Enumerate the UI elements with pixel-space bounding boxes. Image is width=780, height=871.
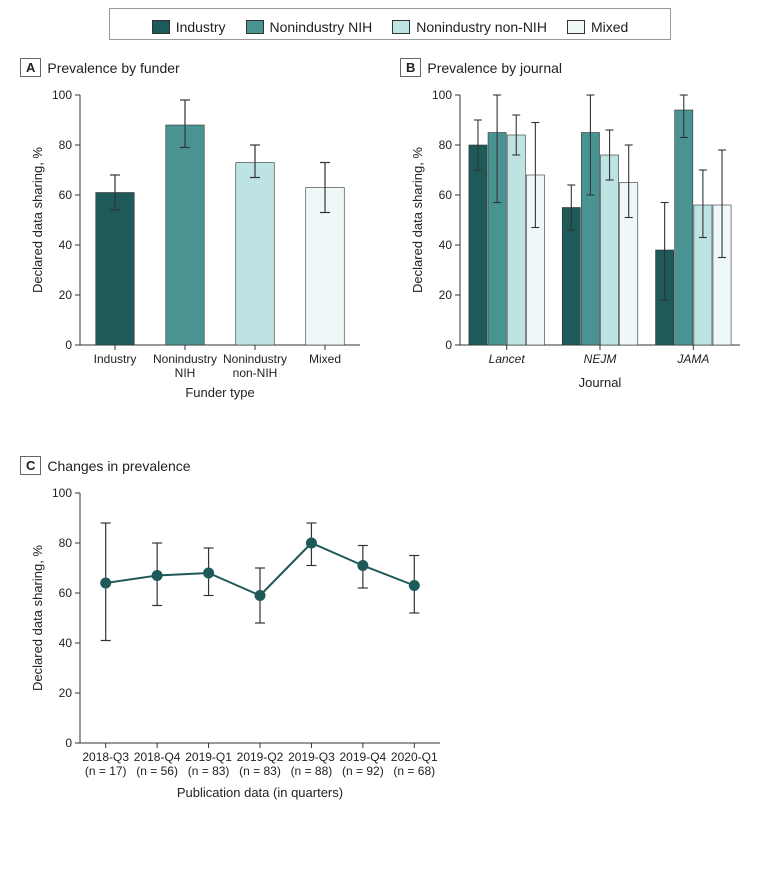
svg-text:(n = 92): (n = 92) (342, 764, 384, 778)
svg-text:60: 60 (59, 188, 73, 202)
svg-text:80: 80 (439, 138, 453, 152)
svg-text:Journal: Journal (579, 375, 622, 390)
legend: Industry Nonindustry NIH Nonindustry non-N… (109, 8, 671, 40)
svg-text:0: 0 (65, 736, 72, 750)
panel-a-chart: 0 20 40 60 80 100 Declared data sharing, % Indu… (20, 85, 380, 425)
data-point (204, 568, 214, 578)
panel-a: A Prevalence by funder 0 20 40 60 80 100 Decla… (20, 58, 380, 430)
legend-swatch (246, 20, 264, 34)
svg-text:(n = 88): (n = 88) (291, 764, 333, 778)
svg-text:20: 20 (59, 288, 73, 302)
svg-text:Mixed: Mixed (309, 352, 341, 366)
panel-c: C Changes in prevalence 0 20 40 60 80 100 Decl… (20, 456, 460, 848)
panel-b-chart: 0 20 40 60 80 100 Declared data sharing, % Lanc… (400, 85, 760, 425)
svg-text:(n = 56): (n = 56) (136, 764, 178, 778)
legend-swatch (567, 20, 585, 34)
legend-label: Nonindustry non-NIH (416, 19, 547, 35)
data-point (409, 581, 419, 591)
svg-text:(n = 17): (n = 17) (85, 764, 127, 778)
svg-text:0: 0 (65, 338, 72, 352)
panel-a-letter: A (20, 58, 41, 77)
data-point (255, 591, 265, 601)
panel-c-chart: 0 20 40 60 80 100 Declared data sharing, % 2018… (20, 483, 460, 843)
svg-text:Industry: Industry (94, 352, 137, 366)
svg-text:2019-Q2: 2019-Q2 (237, 750, 284, 764)
legend-label: Nonindustry NIH (270, 19, 373, 35)
svg-text:100: 100 (432, 88, 452, 102)
svg-text:Funder type: Funder type (185, 385, 254, 400)
data-point (101, 578, 111, 588)
svg-text:NIH: NIH (175, 366, 196, 380)
svg-text:Nonindustry: Nonindustry (153, 352, 217, 366)
legend-swatch (152, 20, 170, 34)
svg-text:0: 0 (445, 338, 452, 352)
bar (601, 155, 619, 345)
legend-swatch (392, 20, 410, 34)
legend-label: Mixed (591, 19, 628, 35)
bar (469, 145, 487, 345)
svg-text:2019-Q3: 2019-Q3 (288, 750, 335, 764)
svg-text:2019-Q4: 2019-Q4 (340, 750, 387, 764)
svg-text:(n = 68): (n = 68) (393, 764, 435, 778)
data-point (306, 538, 316, 548)
legend-item: Nonindustry NIH (246, 19, 373, 35)
bar (675, 110, 693, 345)
svg-text:40: 40 (59, 238, 73, 252)
svg-text:JAMA: JAMA (676, 352, 709, 366)
svg-text:Declared data sharing, %: Declared data sharing, % (410, 147, 425, 293)
bar (166, 125, 205, 345)
svg-text:100: 100 (52, 88, 72, 102)
panel-b-title: Prevalence by journal (427, 60, 562, 76)
svg-text:Lancet: Lancet (489, 352, 526, 366)
panel-c-title: Changes in prevalence (47, 458, 190, 474)
svg-text:non-NIH: non-NIH (233, 366, 278, 380)
svg-text:2018-Q3: 2018-Q3 (82, 750, 129, 764)
svg-text:NEJM: NEJM (584, 352, 617, 366)
svg-text:20: 20 (59, 686, 73, 700)
svg-text:2020-Q1: 2020-Q1 (391, 750, 438, 764)
panel-b-letter: B (400, 58, 421, 77)
data-point (358, 561, 368, 571)
legend-label: Industry (176, 19, 226, 35)
svg-text:60: 60 (439, 188, 453, 202)
legend-item: Mixed (567, 19, 628, 35)
svg-text:Declared data sharing, %: Declared data sharing, % (30, 147, 45, 293)
svg-text:40: 40 (439, 238, 453, 252)
legend-item: Nonindustry non-NIH (392, 19, 547, 35)
svg-text:(n = 83): (n = 83) (239, 764, 281, 778)
svg-text:20: 20 (439, 288, 453, 302)
legend-item: Industry (152, 19, 226, 35)
svg-text:Publication data (in quarters): Publication data (in quarters) (177, 785, 343, 800)
panel-a-title: Prevalence by funder (47, 60, 179, 76)
bar (236, 163, 275, 346)
panel-b: B Prevalence by journal 0 20 40 60 80 100 Decl… (400, 58, 760, 430)
svg-text:2018-Q4: 2018-Q4 (134, 750, 181, 764)
panel-c-letter: C (20, 456, 41, 475)
svg-text:40: 40 (59, 636, 73, 650)
svg-text:Nonindustry: Nonindustry (223, 352, 287, 366)
svg-text:2019-Q1: 2019-Q1 (185, 750, 232, 764)
bar (507, 135, 525, 345)
svg-text:(n = 83): (n = 83) (188, 764, 230, 778)
svg-text:80: 80 (59, 536, 73, 550)
svg-text:60: 60 (59, 586, 73, 600)
svg-text:80: 80 (59, 138, 73, 152)
bar (96, 193, 135, 346)
svg-text:Declared data sharing, %: Declared data sharing, % (30, 545, 45, 691)
data-point (152, 571, 162, 581)
svg-text:100: 100 (52, 486, 72, 500)
